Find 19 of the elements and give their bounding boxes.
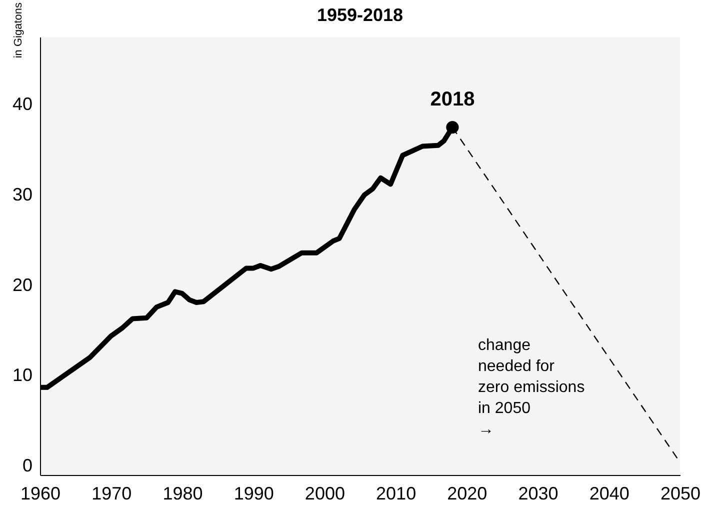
y-tick-label: 20: [12, 274, 32, 295]
x-tick-label: 2050: [660, 484, 701, 504]
x-tick-label: 2010: [376, 484, 416, 504]
y-tick-label: 0: [22, 455, 32, 476]
y-tick-label: 40: [12, 94, 32, 114]
y-tick-label: 30: [12, 184, 32, 205]
x-tick-label: 2020: [447, 484, 488, 504]
x-tick-label: 2040: [589, 484, 630, 504]
x-tick-label: 1960: [20, 484, 61, 504]
annotation: change needed for zero emissions in 2050 →: [478, 337, 585, 438]
y-axis-title: in Gigatons: [12, 2, 24, 58]
x-tick-label: 2030: [518, 484, 558, 504]
x-tick-label: 2000: [304, 484, 345, 504]
x-tick-label: 1970: [92, 484, 132, 504]
y-tick-label: 10: [12, 365, 32, 386]
x-tick-label: 1990: [234, 484, 274, 504]
chart-title: 1959-2018: [316, 5, 404, 25]
x-tick-label: 1980: [162, 484, 203, 504]
annotation: 2018: [430, 88, 475, 110]
